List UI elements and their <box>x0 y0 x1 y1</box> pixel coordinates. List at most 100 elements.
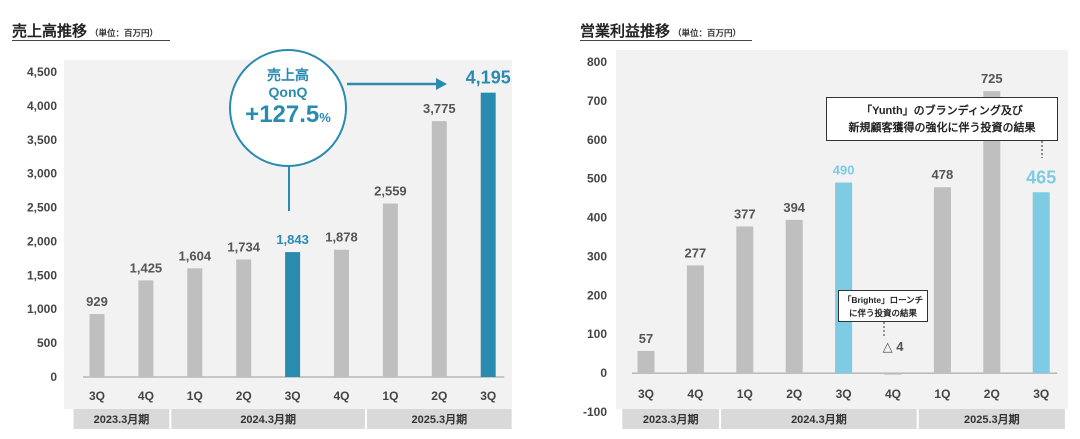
left-ytick-label: 2,000 <box>27 234 57 248</box>
left-ytick-label: 500 <box>37 336 57 350</box>
left-bar <box>285 252 301 377</box>
right-category-label: 1Q <box>737 387 753 401</box>
right-bar <box>983 91 1001 374</box>
right-bar <box>637 350 655 374</box>
left-bar <box>138 280 154 377</box>
left-ytick-label: 2,500 <box>27 201 57 215</box>
right-category-label: 3Q <box>836 387 852 401</box>
left-bar <box>382 203 398 377</box>
left-category-label: 4Q <box>138 389 154 403</box>
right-title-underline <box>580 40 752 41</box>
right-ytick-label: 400 <box>587 211 607 225</box>
callout-number: +127.5 <box>245 101 320 128</box>
right-fiscal-year-label: 2023.3月期 <box>643 412 699 426</box>
left-category-label: 3Q <box>89 389 105 403</box>
left-bar <box>89 314 105 377</box>
left-title-text: 売上高推移 <box>12 23 88 40</box>
right-value-label: 478 <box>932 167 954 182</box>
left-fiscal-year-band <box>73 409 170 429</box>
right-value-label: 394 <box>783 200 805 215</box>
left-value-label: 929 <box>86 294 108 309</box>
left-category-label: 3Q <box>480 389 496 403</box>
right-value-label: 277 <box>685 245 707 260</box>
left-category-label: 2Q <box>236 389 252 403</box>
callout-value: +127.5% <box>231 100 345 133</box>
left-category-label: 2Q <box>431 389 447 403</box>
left-ytick-label: 4,500 <box>27 65 57 79</box>
right-ytick-label: -100 <box>583 405 607 419</box>
callout-percent: % <box>319 110 331 125</box>
right-bar <box>785 219 803 374</box>
left-ytick-label: 3,500 <box>27 133 57 147</box>
right-ytick-label: 800 <box>587 55 607 69</box>
right-chart-title: 営業利益推移 （単位：百万円） <box>580 20 741 41</box>
note-main-line1: 「Yunth」のブランディング及び <box>861 105 1023 117</box>
left-title-underline <box>12 40 170 41</box>
left-ytick-label: 0 <box>50 370 57 384</box>
right-unit-text: （単位：百万円） <box>673 28 742 38</box>
right-fiscal-year-label: 2025.3月期 <box>964 412 1020 426</box>
right-value-label: 725 <box>981 71 1003 86</box>
brighte-launch-note: 「Brighte」ローンチ に伴う投資の結果 <box>838 290 928 322</box>
left-value-label: 2,559 <box>374 184 407 199</box>
left-bar <box>480 92 496 377</box>
note-small-line2: に伴う投資の結果 <box>848 308 917 318</box>
right-fiscal-year-label: 2024.3月期 <box>791 412 847 426</box>
left-value-label: 1,878 <box>325 230 358 245</box>
right-value-label: 490 <box>833 163 855 178</box>
left-fiscal-year-label: 2023.3月期 <box>94 412 150 426</box>
right-bar <box>933 187 951 374</box>
right-fiscal-year-band <box>721 409 917 429</box>
right-ytick-label: 0 <box>600 366 607 380</box>
right-ytick-label: 300 <box>587 249 607 263</box>
right-fiscal-year-band <box>622 409 720 429</box>
left-bar <box>431 121 447 377</box>
right-bar <box>884 373 902 375</box>
right-bar <box>835 182 853 374</box>
left-bar <box>334 249 349 377</box>
note-main-line2: 新規顧客獲得の強化に伴う投資の結果 <box>848 122 1036 134</box>
right-value-label: 377 <box>734 207 756 222</box>
right-value-label: 465 <box>1026 167 1056 187</box>
left-value-label: 3,775 <box>423 101 456 116</box>
right-category-label: 2Q <box>786 387 802 401</box>
left-ytick-label: 3,000 <box>27 167 57 181</box>
callout-arrow-head <box>436 78 447 90</box>
left-value-label: 1,604 <box>179 248 212 263</box>
right-fiscal-year-band <box>918 409 1065 429</box>
left-bar <box>187 268 203 377</box>
note-small-line1: 「Brighte」ローンチ <box>842 295 924 305</box>
left-ytick-label: 1,000 <box>27 302 57 316</box>
right-ytick-label: 200 <box>587 288 607 302</box>
left-unit-text: （単位：百万円） <box>90 28 159 38</box>
left-fiscal-year-band <box>366 409 512 429</box>
right-category-label: 4Q <box>687 387 703 401</box>
left-fiscal-year-band <box>171 409 365 429</box>
right-title-text: 営業利益推移 <box>580 23 671 40</box>
left-ytick-label: 1,500 <box>27 268 57 282</box>
yunth-investment-note: 「Yunth」のブランディング及び 新規顧客獲得の強化に伴う投資の結果 <box>826 97 1058 141</box>
right-category-label: 4Q <box>885 387 901 401</box>
left-chart-title: 売上高推移 （単位：百万円） <box>12 20 158 41</box>
left-value-label: 1,734 <box>227 239 260 254</box>
right-value-label: △ 4 <box>883 339 905 354</box>
right-category-label: 1Q <box>934 387 950 401</box>
right-category-label: 3Q <box>1033 387 1049 401</box>
right-bar <box>736 226 754 374</box>
callout-line1: 売上高 <box>267 67 309 83</box>
qonq-callout-circle: 売上高 QonQ +127.5% <box>229 49 347 167</box>
left-category-label: 1Q <box>187 389 203 403</box>
left-fiscal-year-label: 2025.3月期 <box>411 412 467 426</box>
right-ytick-label: 600 <box>587 133 607 147</box>
right-category-label: 3Q <box>638 387 654 401</box>
left-ytick-label: 4,000 <box>27 99 57 113</box>
left-category-label: 4Q <box>333 389 349 403</box>
right-ytick-label: 700 <box>587 94 607 108</box>
left-value-label: 4,195 <box>466 68 511 88</box>
right-ytick-label: 500 <box>587 172 607 186</box>
right-bar <box>1032 192 1050 374</box>
left-category-label: 1Q <box>382 389 398 403</box>
right-category-label: 2Q <box>984 387 1000 401</box>
left-value-label: 1,843 <box>276 232 309 247</box>
